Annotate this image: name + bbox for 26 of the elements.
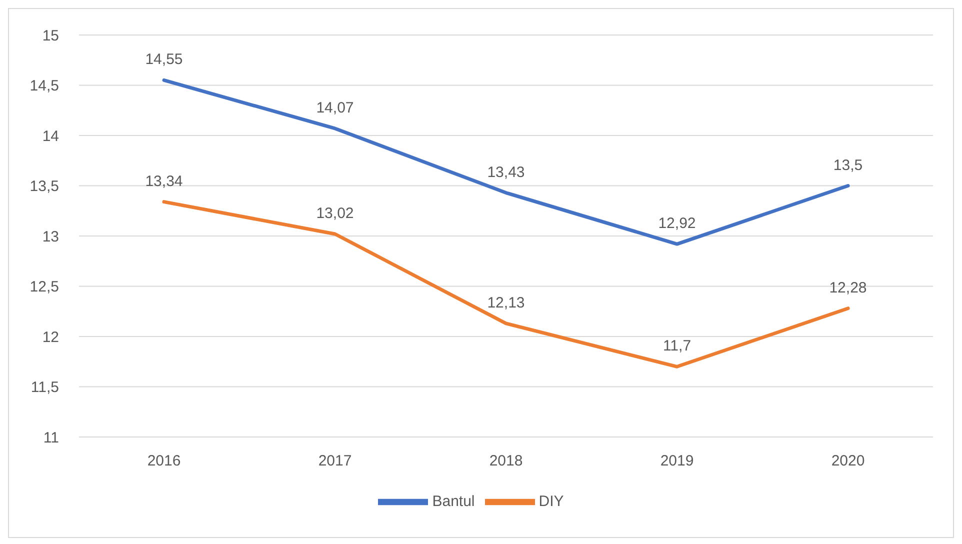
y-tick-label: 13 <box>42 228 59 246</box>
data-label: 12,92 <box>658 215 696 232</box>
data-label: 13,34 <box>145 172 183 190</box>
x-tick-label: 2018 <box>489 452 523 470</box>
legend-label: Bantul <box>432 492 475 510</box>
data-label: 12,28 <box>829 279 867 296</box>
y-tick-label: 14 <box>42 128 59 145</box>
data-label: 13,5 <box>833 156 863 174</box>
data-label: 14,55 <box>145 51 183 68</box>
data-label: 14,07 <box>316 99 354 116</box>
y-tick-label: 12 <box>42 328 59 346</box>
x-tick-label: 2020 <box>831 452 865 470</box>
data-label: 11,7 <box>662 338 692 355</box>
data-label: 13,43 <box>487 164 525 181</box>
x-tick-label: 2019 <box>660 452 694 470</box>
y-tick-label: 14,5 <box>30 78 59 95</box>
x-tick-label: 2016 <box>147 452 181 470</box>
y-tick-label: 11 <box>43 429 59 446</box>
y-tick-label: 11,5 <box>30 379 59 396</box>
y-tick-label: 12,5 <box>30 278 59 296</box>
legend-label: DIY <box>538 492 564 510</box>
x-tick-label: 2017 <box>318 452 352 470</box>
data-label: 12,13 <box>487 294 525 312</box>
data-label: 13,02 <box>316 204 354 222</box>
y-tick-label: 13,5 <box>30 178 59 196</box>
y-tick-label: 15 <box>42 27 59 44</box>
